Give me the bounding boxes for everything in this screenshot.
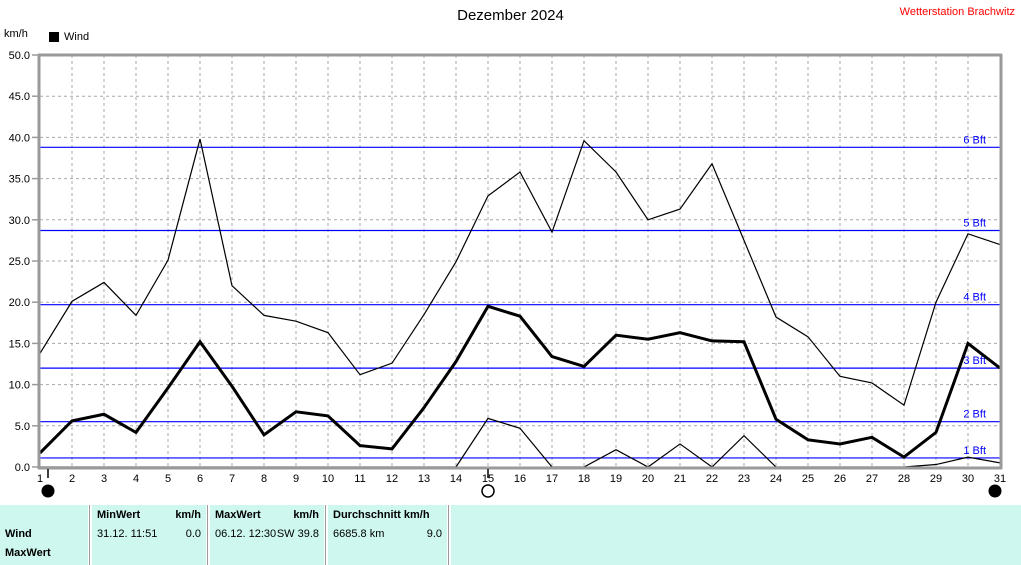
y-tick-label: 40.0 (9, 132, 30, 144)
y-tick-label: 10.0 (9, 380, 30, 392)
y-axis-unit-label: km/h (4, 28, 28, 40)
minwert-header: MinWert (97, 508, 141, 521)
beaufort-label: 2 Bft (963, 409, 986, 421)
legend-label: Wind (64, 31, 90, 43)
minwert-value: 0.0 (185, 527, 201, 540)
x-tick-label: 5 (165, 473, 171, 485)
x-tick-label: 19 (610, 473, 622, 485)
summary-row-label-wind: Wind (5, 527, 32, 540)
x-tick-label: 6 (197, 473, 203, 485)
x-tick-label: 21 (674, 473, 686, 485)
x-tick-label: 23 (738, 473, 750, 485)
y-tick-label: 20.0 (9, 297, 30, 309)
table-separator (206, 505, 210, 565)
durchschnitt-header: Durchschnitt km/h (333, 508, 430, 521)
beaufort-label: 4 Bft (963, 292, 986, 304)
durchschnitt-distance: 6685.8 km (333, 527, 385, 540)
durchschnitt-value: 9.0 (426, 527, 442, 540)
x-tick-label: 14 (450, 473, 462, 485)
x-tick-label: 16 (514, 473, 526, 485)
x-tick-label: 29 (930, 473, 942, 485)
wind-chart: 1 Bft 2 Bft 3 Bft 4 Bft 5 Bft 6 Bft 0.0 5.0 10.0… (9, 50, 1006, 498)
maxwert-unit: km/h (293, 508, 319, 521)
x-tick-label: 11 (354, 473, 365, 485)
x-tick-label: 26 (834, 473, 846, 485)
x-tick-label: 24 (770, 473, 782, 485)
legend-swatch-icon (49, 32, 59, 42)
maxwert-header: MaxWert (215, 508, 261, 521)
table-separator (88, 505, 92, 565)
x-tick-label: 7 (229, 473, 235, 485)
summary-table: Wind MaxWert MinWert km/h 31.12. 11:51 0… (0, 505, 1021, 565)
x-tick-label: 22 (706, 473, 718, 485)
x-tick-label: 10 (322, 473, 334, 485)
y-tick-label: 15.0 (9, 338, 30, 350)
x-tick-label: 9 (293, 473, 299, 485)
full-moon-icon (481, 484, 495, 498)
y-tick-label: 5.0 (15, 421, 30, 433)
wind-average-bold-line (38, 304, 1001, 459)
wind-max-thin-line (39, 138, 1001, 407)
table-separator (447, 505, 451, 565)
summary-col-empty (451, 505, 1021, 565)
y-tick-label: 0.0 (15, 462, 30, 474)
x-tick-label: 30 (962, 473, 974, 485)
x-tick-label: 3 (101, 473, 107, 485)
x-tick-label: 2 (69, 473, 75, 485)
x-tick-label: 1 (37, 473, 43, 485)
beaufort-label: 5 Bft (963, 218, 986, 230)
x-tick-label: 20 (642, 473, 654, 485)
new-moon-icon (41, 484, 55, 498)
x-tick-label: 8 (261, 473, 267, 485)
x-tick-label: 17 (546, 473, 558, 485)
y-tick-label: 35.0 (9, 174, 30, 186)
y-tick-label: 25.0 (9, 256, 30, 268)
wind-chart-svg: 1 Bft 2 Bft 3 Bft 4 Bft 5 Bft 6 Bft 0.0 5.0 10.0… (9, 50, 1006, 498)
maxwert-time: 06.12. 12:30 (215, 527, 277, 540)
minwert-unit: km/h (175, 508, 201, 521)
minwert-time: 31.12. 11:51 (97, 527, 158, 540)
summary-row-label-maxwert: MaxWert (5, 546, 51, 559)
x-tick-label: 25 (802, 473, 814, 485)
summary-col-minwert: MinWert km/h 31.12. 11:51 0.0 (92, 505, 206, 565)
x-tick-label: 12 (386, 473, 398, 485)
y-tick-label: 45.0 (9, 91, 30, 103)
x-tick-label: 27 (866, 473, 878, 485)
x-tick-label: 4 (133, 473, 139, 485)
chart-legend: Wind (49, 31, 89, 43)
x-tick-label: 28 (898, 473, 910, 485)
summary-col-labels: Wind MaxWert (0, 505, 88, 565)
x-tick-label: 13 (418, 473, 430, 485)
x-tick-label: 15 (482, 473, 494, 485)
station-name: Wetterstation Brachwitz (899, 6, 1015, 18)
summary-col-maxwert: MaxWert km/h 06.12. 12:30 SW 39.8 (210, 505, 324, 565)
summary-col-durchschnitt: Durchschnitt km/h 6685.8 km 9.0 (328, 505, 447, 565)
table-separator (324, 505, 328, 565)
x-tick-label: 31 (994, 473, 1006, 485)
beaufort-label: 1 Bft (963, 445, 986, 457)
y-tick-label: 50.0 (9, 50, 30, 62)
new-moon-icon (988, 484, 1002, 498)
maxwert-value: SW 39.8 (276, 527, 319, 540)
beaufort-label: 6 Bft (963, 134, 986, 146)
x-tick-label: 18 (578, 473, 590, 485)
page-title: Dezember 2024 (457, 7, 564, 24)
y-tick-label: 30.0 (9, 215, 30, 227)
beaufort-label: 3 Bft (963, 355, 986, 367)
